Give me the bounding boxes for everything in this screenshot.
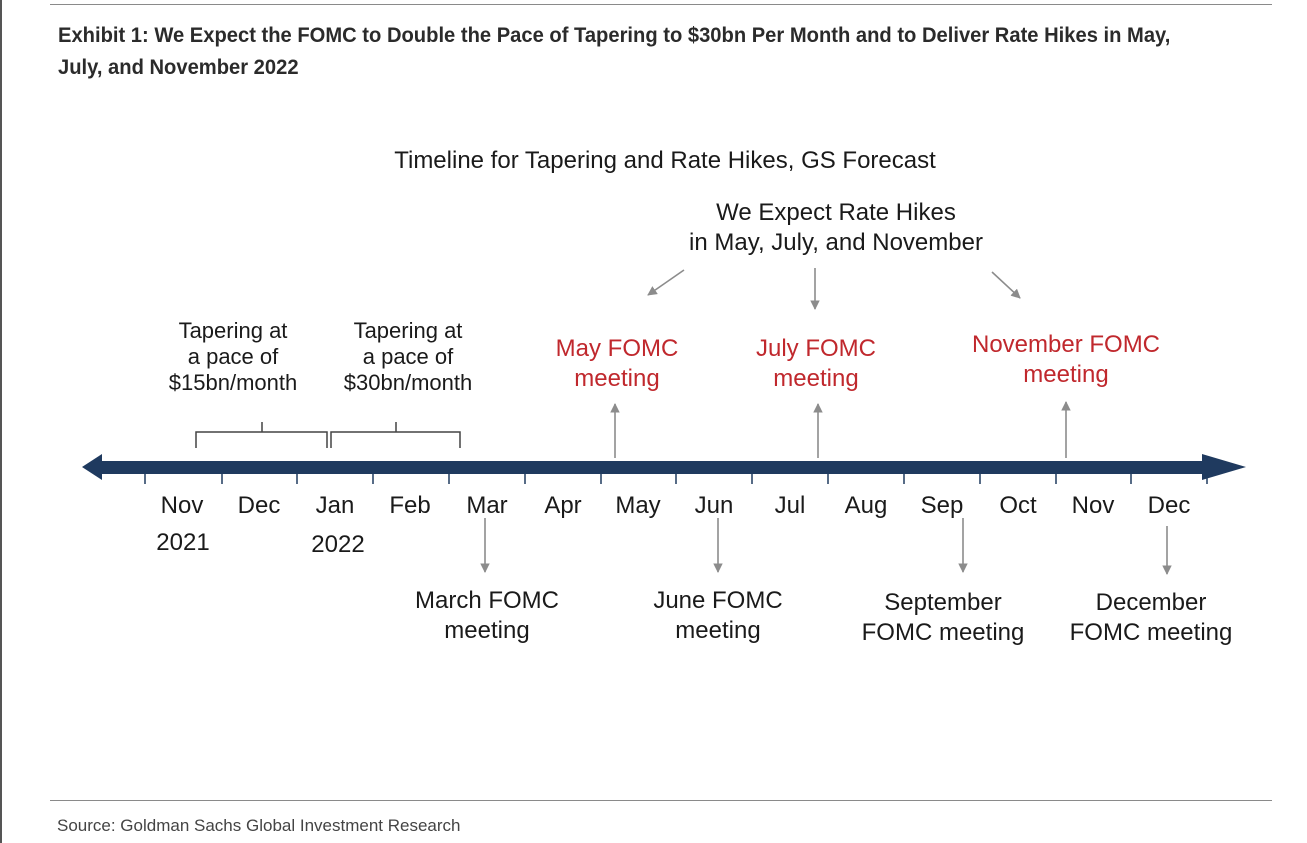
june-fomc-label: June FOMC meeting [653,587,783,644]
hike-note: We Expect Rate Hikes in May, July, and N… [689,199,983,256]
month-label: Jan [315,492,355,519]
month-label: May [615,492,661,519]
month-label: Oct [999,492,1037,519]
july-fomc-label: July FOMC meeting [756,335,876,392]
november-fomc-label: November FOMC meeting [971,331,1161,388]
month-label: Dec [237,492,281,519]
timeline-axis [100,461,1205,474]
month-label: Sep [920,492,964,519]
frame-border [0,0,2,843]
exhibit-title: Exhibit 1: We Expect the FOMC to Double … [58,24,1171,79]
tick-marks [144,474,1208,484]
chart-title: Timeline for Tapering and Rate Hikes, GS… [394,147,936,174]
march-fomc-label: March FOMC meeting [415,587,559,644]
month-label: Nov [160,492,204,519]
september-fomc-label: September FOMC meeting [861,589,1025,646]
month-label: Nov [1071,492,1115,519]
axis-right-arrowhead [1202,454,1246,480]
month-label: Apr [544,492,582,519]
month-label: Mar [466,492,508,519]
month-label: Jun [694,492,734,519]
axis-left-arrowhead [82,454,102,480]
month-label: Dec [1147,492,1191,519]
december-fomc-label: December FOMC meeting [1069,589,1233,646]
hike-pointer-arrow-may [647,269,685,296]
taper-note-30bn: Tapering at a pace of $30bn/month [343,318,473,395]
month-label: Feb [389,492,431,519]
bottom-rule [50,800,1272,801]
month-label: Aug [844,492,888,519]
year-label-2022: 2022 [311,531,365,558]
hike-pointer-arrow-november [991,271,1021,299]
source-note: Source: Goldman Sachs Global Investment … [57,816,461,835]
month-label: Jul [774,492,806,519]
top-rule [50,4,1272,5]
year-label-2021: 2021 [156,529,210,556]
taper-brace-30bn [330,422,461,448]
taper-note-15bn: Tapering at a pace of $15bn/month [168,318,298,395]
may-fomc-label: May FOMC meeting [555,335,679,392]
taper-brace-15bn [195,422,328,448]
